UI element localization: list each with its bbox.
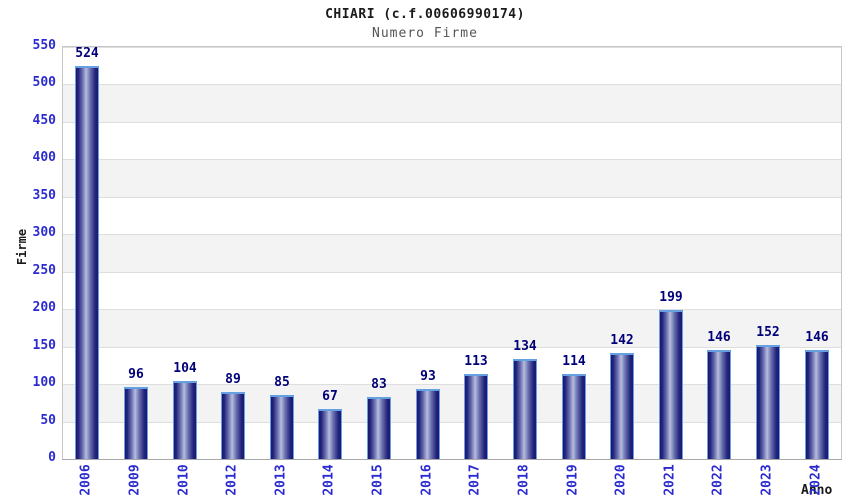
bar-value-label: 142	[610, 333, 634, 348]
bar-value-label: 104	[173, 361, 197, 376]
y-tick-label: 100	[32, 375, 56, 390]
bar-value-label: 524	[75, 46, 99, 61]
bar-value-label: 113	[464, 354, 488, 369]
bar-value-label: 89	[225, 372, 241, 387]
bar	[75, 66, 99, 459]
bar	[756, 345, 780, 459]
x-tick-label: 2006	[78, 464, 94, 496]
x-axis-title: Anno	[801, 483, 833, 498]
plot-band	[63, 309, 841, 347]
y-tick-label: 50	[40, 413, 56, 428]
bar-value-label: 134	[513, 339, 537, 354]
x-tick-label: 2021	[662, 464, 678, 496]
chart-subtitle: Numero Firme	[372, 26, 478, 41]
bar-value-label: 67	[322, 389, 338, 404]
y-tick-label: 200	[32, 300, 56, 315]
gridline	[63, 347, 841, 348]
gridline	[63, 47, 841, 48]
bar-value-label: 146	[707, 330, 731, 345]
bar	[513, 359, 537, 459]
bar-value-label: 85	[274, 375, 290, 390]
plot-band	[63, 159, 841, 197]
gridline	[63, 384, 841, 385]
x-tick-label: 2023	[759, 464, 775, 496]
bar-value-label: 83	[371, 377, 387, 392]
gridline	[63, 122, 841, 123]
chart-title: CHIARI (c.f.00606990174)	[325, 7, 525, 22]
x-tick-label: 2015	[370, 464, 386, 496]
bar	[610, 353, 634, 459]
x-tick-label: 2024	[808, 464, 824, 496]
gridline	[63, 234, 841, 235]
gridline	[63, 159, 841, 160]
x-tick-label: 2019	[565, 464, 581, 496]
bar-value-label: 152	[756, 325, 780, 340]
x-tick-label: 2009	[127, 464, 143, 496]
y-tick-label: 150	[32, 338, 56, 353]
bar	[659, 310, 683, 459]
x-tick-label: 2018	[516, 464, 532, 496]
y-tick-label: 450	[32, 113, 56, 128]
x-tick-label: 2012	[224, 464, 240, 496]
x-tick-label: 2016	[419, 464, 435, 496]
bar	[124, 387, 148, 459]
x-tick-label: 2010	[176, 464, 192, 496]
bar-value-label: 114	[562, 354, 586, 369]
y-tick-label: 400	[32, 150, 56, 165]
bar	[221, 392, 245, 459]
x-tick-label: 2017	[467, 464, 483, 496]
y-tick-label: 300	[32, 225, 56, 240]
bar	[270, 395, 294, 459]
y-tick-label: 350	[32, 188, 56, 203]
y-tick-label: 550	[32, 38, 56, 53]
bar	[416, 389, 440, 459]
bar	[562, 374, 586, 459]
bar	[173, 381, 197, 459]
x-tick-label: 2014	[321, 464, 337, 496]
plot-band	[63, 234, 841, 272]
plot-band	[63, 84, 841, 122]
y-tick-label: 250	[32, 263, 56, 278]
plot-area: 524 96 104 89 85 67 83 93 113 134 114 142 199 146 152 1…	[62, 46, 842, 460]
gridline	[63, 422, 841, 423]
bar-value-label: 96	[128, 367, 144, 382]
gridline	[63, 309, 841, 310]
x-tick-label: 2022	[710, 464, 726, 496]
bar-value-label: 199	[659, 290, 683, 305]
bar	[367, 397, 391, 459]
gridline	[63, 84, 841, 85]
bar-value-label: 146	[805, 330, 829, 345]
gridline	[63, 197, 841, 198]
bar-value-label: 93	[420, 369, 436, 384]
y-tick-label: 500	[32, 75, 56, 90]
y-tick-label: 0	[48, 450, 56, 465]
bar	[318, 409, 342, 459]
bar	[805, 350, 829, 459]
bar	[464, 374, 488, 459]
x-tick-label: 2020	[613, 464, 629, 496]
bar	[707, 350, 731, 459]
gridline	[63, 272, 841, 273]
x-tick-label: 2013	[273, 464, 289, 496]
